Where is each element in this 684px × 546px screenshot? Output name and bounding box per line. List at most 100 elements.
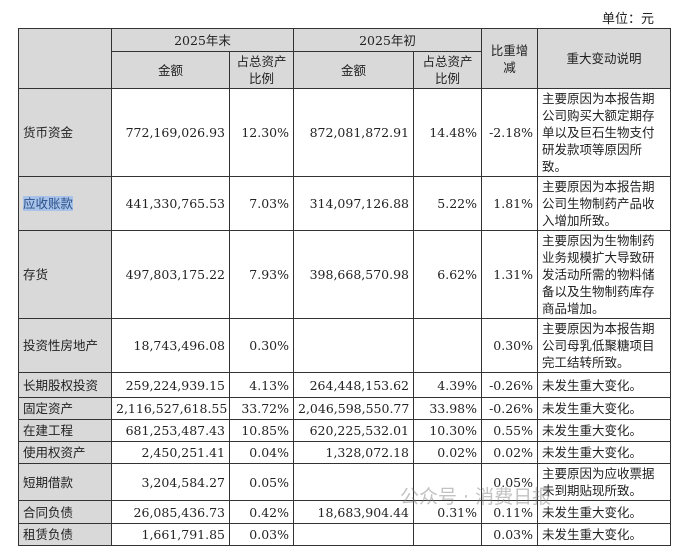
- change-description-cell: 未发生重大变化。: [537, 372, 671, 398]
- end-amount: 2,450,251.41: [141, 445, 226, 460]
- row-label: 合同负债: [23, 504, 74, 520]
- start-ratio: 0.02%: [437, 445, 477, 460]
- end-amount: 26,085,436.73: [133, 504, 225, 520]
- description-header: 重大变动说明: [537, 28, 671, 89]
- start-amount: 18,683,904.44: [317, 504, 409, 520]
- end-ratio-header: 占总资产比例: [229, 51, 294, 89]
- table-row: 投资性房地产 18,743,496.08 0.30% 0.30% 主要原因为本报告期公司…: [18, 318, 671, 373]
- end-amount-cell: 681,253,487.43: [111, 419, 230, 442]
- row-label: 固定资产: [23, 401, 74, 416]
- end-ratio-cell: 0.42%: [229, 500, 294, 524]
- row-label-cell: 应收账款: [18, 176, 112, 231]
- end-amount: 441,330,765.53: [125, 196, 225, 211]
- end-amount-cell: 259,224,939.15: [111, 372, 230, 398]
- start-amount: 2,046,598,550.77: [298, 401, 410, 416]
- row-label: 存货: [23, 267, 49, 282]
- table-row: 应收账款 441,330,765.53 7.03% 314,097,126.88 5.2…: [18, 176, 671, 231]
- ratio-change-cell: 1.31%: [481, 230, 538, 319]
- change-description-cell: 主要原因为生物制药业务规模扩大导致研发活动所需的物料储备以及生物制药库存商品增加…: [537, 230, 671, 319]
- end-ratio: 0.42%: [249, 504, 289, 520]
- end-ratio: 12.30%: [241, 125, 289, 140]
- table-row: 存货 497,803,175.22 7.93% 398,668,570.98 6.62%…: [18, 230, 671, 319]
- ratio-change: 1.81%: [493, 196, 533, 211]
- end-ratio-cell: 0.30%: [229, 318, 294, 373]
- row-label-cell: 固定资产: [18, 397, 112, 420]
- change-description-cell: 未发生重大变化。: [537, 500, 671, 524]
- row-label-cell: 合同负债: [18, 500, 112, 524]
- row-label: 长期股权投资: [23, 377, 99, 393]
- start-ratio-cell: 10.30%: [413, 419, 482, 442]
- end-ratio-cell: 4.13%: [229, 372, 294, 398]
- row-label: 在建工程: [23, 423, 74, 438]
- ratio-change: -2.18%: [489, 125, 533, 140]
- end-amount-header: 金额: [111, 51, 230, 89]
- ratio-change: -0.26%: [489, 401, 533, 416]
- end-ratio-cell: 0.03%: [229, 523, 294, 546]
- start-amount: 264,448,153.62: [309, 377, 409, 393]
- ratio-change: -0.26%: [489, 377, 533, 393]
- row-label-cell: 在建工程: [18, 419, 112, 442]
- change-description: 主要原因为本报告期公司购买大额定期存单以及巨石生物支付研发款项等原因所致。: [542, 91, 655, 174]
- start-ratio: 10.30%: [429, 423, 477, 438]
- start-amount-cell: 2,046,598,550.77: [293, 397, 414, 420]
- ratio-change: 0.05%: [493, 474, 533, 490]
- row-label: 租赁负债: [23, 527, 74, 542]
- change-description-cell: 未发生重大变化。: [537, 523, 671, 546]
- end-ratio: 33.72%: [241, 401, 289, 416]
- end-ratio-cell: 7.03%: [229, 176, 294, 231]
- ratio-change-cell: 1.81%: [481, 176, 538, 231]
- row-label-cell: 长期股权投资: [18, 372, 112, 398]
- change-description: 主要原因为生物制药业务规模扩大导致研发活动所需的物料储备以及生物制药库存商品增加…: [542, 233, 655, 316]
- start-amount-cell: [293, 523, 414, 546]
- row-label-cell: 租赁负债: [18, 523, 112, 546]
- start-ratio: 6.62%: [437, 267, 477, 282]
- ratio-change-cell: -2.18%: [481, 88, 538, 177]
- change-description: 主要原因为本报告期公司母乳低聚糖项目完工结转所致。: [542, 321, 655, 370]
- end-amount-cell: 3,204,584.27: [111, 463, 230, 501]
- ratio-change-cell: -0.26%: [481, 372, 538, 398]
- start-amount-cell: [293, 318, 414, 373]
- start-ratio: 0.31%: [437, 504, 477, 520]
- start-ratio: 14.48%: [429, 125, 477, 140]
- start-amount-cell: [293, 463, 414, 501]
- unit-label: 单位：元: [601, 12, 654, 27]
- start-ratio-cell: 5.22%: [413, 176, 482, 231]
- row-label-cell: 短期借款: [18, 463, 112, 501]
- end-amount: 681,253,487.43: [125, 423, 225, 438]
- row-label: 投资性房地产: [23, 338, 99, 353]
- table-row: 使用权资产 2,450,251.41 0.04% 1,328,072.18 0.02% 0…: [18, 441, 671, 464]
- start-amount-cell: 620,225,532.01: [293, 419, 414, 442]
- end-amount: 2,116,527,618.55: [116, 401, 228, 416]
- end-ratio: 0.03%: [249, 527, 289, 542]
- row-label: 短期借款: [23, 474, 74, 490]
- ratio-change: 0.30%: [493, 338, 533, 353]
- table-row: 租赁负债 1,661,791.85 0.03% 0.03% 未发生重大变化。: [18, 523, 671, 546]
- ratio-change: 1.31%: [493, 267, 533, 282]
- end-ratio-cell: 7.93%: [229, 230, 294, 319]
- change-description-cell: 未发生重大变化。: [537, 441, 671, 464]
- start-amount-cell: 314,097,126.88: [293, 176, 414, 231]
- start-amount: 872,081,872.91: [309, 125, 409, 140]
- end-amount-cell: 497,803,175.22: [111, 230, 230, 319]
- balance-sheet-table: 2025年末 2025年初 比重增减 重大变动说明 金额 占总资产比例 金额 占…: [18, 28, 671, 546]
- start-ratio: 33.98%: [429, 401, 477, 416]
- end-amount-cell: 1,661,791.85: [111, 523, 230, 546]
- end-amount-cell: 772,169,026.93: [111, 88, 230, 177]
- table-row: 在建工程 681,253,487.43 10.85% 620,225,532.01 10…: [18, 419, 671, 442]
- row-label: 货币资金: [23, 125, 74, 140]
- table-row: 短期借款 3,204,584.27 0.05% 0.05% 主要原因为应收票据未到期贴现…: [18, 463, 671, 501]
- ratio-change: 0.02%: [493, 445, 533, 460]
- row-label-cell: 货币资金: [18, 88, 112, 177]
- change-description: 未发生重大变化。: [542, 401, 643, 416]
- end-amount: 497,803,175.22: [125, 267, 225, 282]
- change-description-cell: 主要原因为本报告期公司母乳低聚糖项目完工结转所致。: [537, 318, 671, 373]
- ratio-change-cell: 0.30%: [481, 318, 538, 373]
- start-ratio-cell: 33.98%: [413, 397, 482, 420]
- ratio-change-cell: 0.55%: [481, 419, 538, 442]
- table-row: 合同负债 26,085,436.73 0.42% 18,683,904.44 0.31%…: [18, 500, 671, 524]
- row-label-cell: 投资性房地产: [18, 318, 112, 373]
- start-amount: 620,225,532.01: [309, 423, 409, 438]
- end-ratio-cell: 10.85%: [229, 419, 294, 442]
- end-amount-cell: 441,330,765.53: [111, 176, 230, 231]
- ratio-change: 0.03%: [493, 527, 533, 542]
